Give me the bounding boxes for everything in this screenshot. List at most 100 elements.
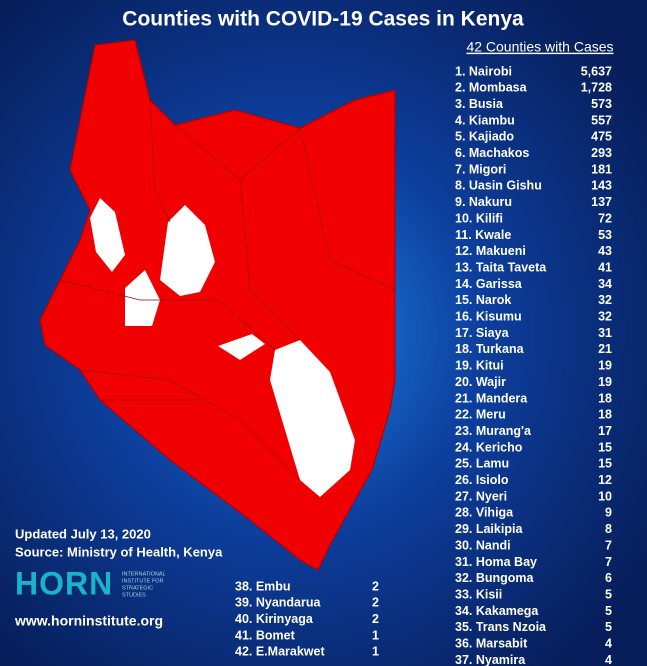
list-value: 7: [605, 538, 612, 552]
list-value: 5: [605, 620, 612, 634]
list-label: 19. Kitui: [455, 359, 504, 373]
list-heading: 42 Counties with Cases: [466, 39, 613, 55]
list-value: 17: [598, 424, 612, 438]
title: Counties with COVID-19 Cases in Kenya: [122, 8, 524, 31]
list-label: 8. Uasin Gishu: [455, 179, 542, 193]
website: www.horninstitute.org: [14, 613, 163, 629]
list-value: 19: [598, 375, 612, 389]
list-label: 38. Embu: [235, 579, 291, 593]
list-label: 27. Nyeri: [455, 489, 507, 503]
logo: HORN INTERNATIONAL INSTITUTE FOR STRATEG…: [15, 565, 166, 601]
list-value: 181: [591, 162, 612, 176]
county-no-cases: [125, 270, 160, 326]
list-value: 34: [598, 277, 612, 291]
list-label: 34. Kakamega: [455, 604, 539, 618]
logo-mark: HORN: [15, 565, 113, 601]
list-value: 1,728: [581, 81, 612, 95]
list-label: 24. Kericho: [455, 440, 523, 454]
list-label: 6. Machakos: [455, 146, 529, 160]
list-label: 14. Garissa: [455, 277, 523, 291]
county-no-cases: [218, 334, 265, 360]
list-label: 11. Kwale: [455, 228, 511, 242]
list-label: 4. Kiambu: [455, 113, 515, 127]
source-note: Source: Ministry of Health, Kenya: [15, 544, 223, 559]
list-label: 28. Vihiga: [455, 506, 514, 520]
list-label: 35. Trans Nzoia: [455, 620, 547, 634]
list-label: 22. Meru: [455, 408, 506, 422]
list-value: 6: [605, 571, 612, 585]
list-value: 53: [598, 228, 612, 242]
list-value: 31: [598, 326, 612, 340]
logo-text: STRATEGIC: [122, 585, 153, 591]
list-label: 7. Migori: [455, 162, 506, 176]
list-value: 137: [591, 195, 612, 209]
list-value: 72: [598, 211, 612, 225]
list-value: 7: [605, 555, 612, 569]
logo-text: STUDIES: [122, 592, 146, 598]
list-value: 19: [598, 359, 612, 373]
list-label: 3. Busia: [455, 97, 504, 111]
list-label: 30. Nandi: [455, 538, 511, 552]
list-label: 10. Kilifi: [455, 211, 503, 225]
list-value: 10: [598, 489, 612, 503]
list-label: 23. Murang'a: [455, 424, 532, 438]
list-value: 32: [598, 293, 612, 307]
list-label: 15. Narok: [455, 293, 511, 307]
list-value: 573: [591, 97, 612, 111]
list-value: 4: [605, 653, 612, 666]
list-value: 5: [605, 604, 612, 618]
list-value: 9: [605, 506, 612, 520]
list-value: 5,637: [581, 64, 612, 78]
list-value: 32: [598, 310, 612, 324]
list-label: 20. Wajir: [455, 375, 506, 389]
list-label: 2. Mombasa: [455, 81, 528, 95]
list-label: 32. Bungoma: [455, 571, 535, 585]
list-value: 18: [598, 408, 612, 422]
list-label: 39. Nyandarua: [235, 596, 322, 610]
logo-text: INTERNATIONAL: [122, 571, 166, 577]
list-value: 8: [605, 522, 612, 536]
list-label: 1. Nairobi: [455, 64, 512, 78]
list-label: 21. Mandera: [455, 391, 528, 405]
list-value: 1: [372, 645, 379, 659]
list-label: 18. Turkana: [455, 342, 525, 356]
list-value: 143: [591, 179, 612, 193]
list-label: 40. Kirinyaga: [235, 612, 314, 626]
list-value: 5: [605, 587, 612, 601]
list-label: 25. Lamu: [455, 457, 509, 471]
list-label: 36. Marsabit: [455, 637, 528, 651]
list-label: 13. Taita Taveta: [455, 260, 547, 274]
list-value: 1: [372, 628, 379, 642]
logo-text: INSTITUTE FOR: [122, 578, 164, 584]
list-label: 26. Isiolo: [455, 473, 509, 487]
county-borders: [59, 99, 396, 481]
kenya-map: [39, 39, 396, 571]
list-value: 557: [591, 113, 612, 127]
list-value: 2: [372, 612, 379, 626]
list-value: 475: [591, 130, 612, 144]
list-label: 17. Siaya: [455, 326, 510, 340]
list-value: 18: [598, 391, 612, 405]
list-value: 12: [598, 473, 612, 487]
list-label: 29. Laikipia: [455, 522, 523, 536]
county-no-cases: [90, 198, 125, 272]
list-label: 31. Homa Bay: [455, 555, 537, 569]
list-label: 42. E.Marakwet: [235, 645, 325, 659]
list-value: 4: [605, 637, 612, 651]
list-value: 41: [598, 260, 612, 274]
list-label: 5. Kajiado: [455, 130, 514, 144]
list-value: 43: [598, 244, 612, 258]
list-value: 293: [591, 146, 612, 160]
list-label: 41. Bomet: [235, 628, 296, 642]
county-no-cases: [160, 205, 215, 296]
list-label: 37. Nyamira: [455, 653, 526, 666]
list-value: 2: [372, 579, 379, 593]
list-label: 33. Kisii: [455, 587, 502, 601]
list-value: 15: [598, 440, 612, 454]
list-value: 21: [598, 342, 612, 356]
list-label: 9. Nakuru: [455, 195, 512, 209]
county-no-cases: [270, 340, 355, 497]
counties-without-cases: [90, 198, 355, 497]
